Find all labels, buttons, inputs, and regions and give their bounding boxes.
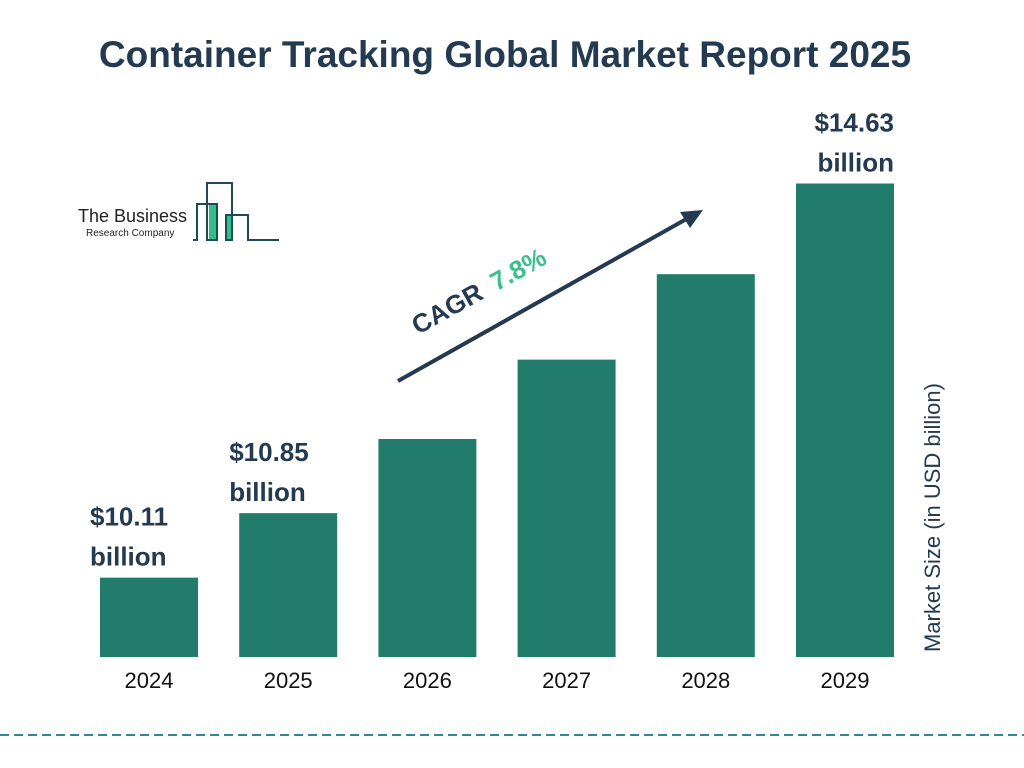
data-label: $10.85 — [229, 437, 309, 467]
bar-2029 — [796, 183, 894, 657]
x-tick-label: 2028 — [681, 668, 730, 693]
cagr-annotation: CAGR 7.8% — [406, 242, 551, 341]
bar-2028 — [656, 274, 755, 657]
logo-skyline-icon — [193, 182, 279, 241]
data-label: billion — [817, 148, 894, 178]
cagr-label: CAGR — [406, 277, 488, 340]
chart-title: Container Tracking Global Market Report … — [98, 34, 912, 75]
data-label: billion — [229, 477, 306, 507]
bar-2026 — [378, 439, 477, 657]
y-axis-label: Market Size (in USD billion) — [920, 383, 945, 652]
data-label: $14.63 — [814, 108, 894, 138]
x-tick-label: 2024 — [125, 668, 174, 693]
data-label: billion — [90, 542, 167, 572]
company-logo: The Business Research Company — [78, 182, 279, 241]
logo-bar-icon — [227, 216, 232, 240]
cagr-value: 7.8% — [485, 242, 551, 297]
bar-2024 — [100, 577, 198, 657]
bar-2025 — [239, 513, 338, 657]
x-tick-label: 2029 — [821, 668, 870, 693]
x-tick-label: 2026 — [403, 668, 452, 693]
data-label: $10.11 — [90, 502, 168, 532]
x-tick-label: 2025 — [264, 668, 313, 693]
logo-line1: The Business — [78, 206, 187, 226]
logo-line2: Research Company — [86, 228, 174, 239]
x-tick-label: 2027 — [542, 668, 591, 693]
logo-bar-icon — [209, 204, 218, 240]
bar-2027 — [517, 359, 616, 657]
cagr-arrow-line — [397, 215, 691, 383]
cagr-arrow-head-icon — [680, 210, 703, 228]
